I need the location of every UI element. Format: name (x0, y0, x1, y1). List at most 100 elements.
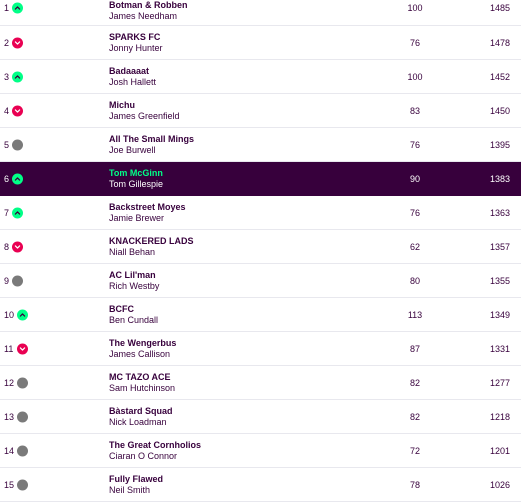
movement-down-icon (12, 105, 23, 116)
table-row[interactable]: 13 Bàstard Squad Nick Loadman 82 1218 (0, 400, 521, 434)
total-points: 1450 (489, 105, 510, 116)
rank: 7 (4, 207, 10, 218)
manager-name: James Needham (109, 11, 178, 21)
team-name[interactable]: Botman & Robben (109, 0, 188, 10)
table-row[interactable]: 1 Botman & Robben James Needham 100 1485 (0, 0, 521, 26)
team-cell[interactable]: All The Small Mings Joe Burwell (109, 134, 194, 156)
movement-same-icon (12, 275, 23, 286)
team-cell[interactable]: Badaaaat Josh Hallett (109, 66, 156, 88)
team-cell[interactable]: SPARKS FC Jonny Hunter (109, 32, 163, 54)
team-name[interactable]: Bàstard Squad (109, 405, 173, 416)
team-cell[interactable]: MC TAZO ACE Sam Hutchinson (109, 372, 175, 394)
gameweek-points: 80 (409, 275, 420, 286)
total-points: 1452 (489, 71, 510, 82)
team-cell[interactable]: AC Lil'man Rich Westby (109, 270, 159, 292)
gameweek-points: 82 (409, 411, 420, 422)
gameweek-points: 113 (407, 309, 423, 320)
rank: 9 (4, 275, 10, 286)
table-row[interactable]: 7 Backstreet Moyes Jamie Brewer 76 1363 (0, 196, 521, 230)
total-points: 1485 (489, 3, 510, 13)
table-row[interactable]: 4 Michu James Greenfield 83 1450 (0, 94, 521, 128)
manager-name: Sam Hutchinson (109, 382, 176, 393)
movement-same-icon (17, 445, 28, 456)
team-name[interactable]: BCFC (109, 303, 134, 314)
movement-up-icon (12, 2, 23, 14)
team-cell[interactable]: KNACKERED LADS Niall Behan (109, 236, 194, 258)
gameweek-points: 82 (409, 377, 420, 388)
table-row[interactable]: 14 The Great Cornholios Ciaran O Connor … (0, 434, 521, 468)
team-cell[interactable]: Michu James Greenfield (109, 100, 180, 122)
team-cell[interactable]: Botman & Robben James Needham (109, 0, 188, 22)
team-name[interactable]: Tom McGinn (109, 167, 163, 178)
gameweek-points: 87 (409, 343, 420, 354)
gameweek-points: 78 (409, 479, 420, 490)
team-name[interactable]: Badaaaat (109, 65, 150, 76)
team-cell[interactable]: The Great Cornholios Ciaran O Connor (109, 440, 201, 462)
movement-same-icon (12, 139, 23, 150)
movement-same-icon (17, 377, 28, 388)
movement-up-icon (17, 309, 28, 320)
gameweek-points: 83 (409, 105, 420, 116)
team-name[interactable]: MC TAZO ACE (109, 371, 171, 382)
table-row[interactable]: 10 BCFC Ben Cundall 113 1349 (0, 298, 521, 332)
team-cell[interactable]: Tom McGinn Tom Gillespie (109, 168, 163, 190)
table-row[interactable]: 8 KNACKERED LADS Niall Behan 62 1357 (0, 230, 521, 264)
team-name[interactable]: SPARKS FC (109, 31, 161, 42)
table-row[interactable]: 5 All The Small Mings Joe Burwell 76 139… (0, 128, 521, 162)
team-name[interactable]: The Great Cornholios (109, 439, 202, 450)
total-points: 1349 (489, 309, 510, 320)
manager-name: Neil Smith (109, 484, 151, 495)
manager-name: Tom Gillespie (109, 178, 164, 189)
table-row[interactable]: 3 Badaaaat Josh Hallett 100 1452 (0, 60, 521, 94)
movement-up-icon (12, 173, 23, 184)
total-points: 1363 (489, 207, 510, 218)
table-row[interactable]: 9 AC Lil'man Rich Westby 80 1355 (0, 264, 521, 298)
table-row[interactable]: 11 The Wengerbus James Callison 87 1331 (0, 332, 521, 366)
team-cell[interactable]: Fully Flawed Neil Smith (109, 474, 163, 496)
movement-same-icon (17, 479, 28, 490)
gameweek-points: 100 (407, 3, 423, 13)
gameweek-points: 72 (409, 445, 420, 456)
rank: 12 (4, 377, 15, 388)
gameweek-points: 76 (409, 139, 420, 150)
gameweek-points: 90 (409, 173, 420, 184)
team-name[interactable]: The Wengerbus (109, 337, 177, 348)
team-name[interactable]: KNACKERED LADS (109, 235, 194, 246)
table-row[interactable]: 12 MC TAZO ACE Sam Hutchinson 82 1277 (0, 366, 521, 400)
manager-name: James Greenfield (109, 110, 180, 121)
team-name[interactable]: Michu (109, 99, 135, 110)
rank: 10 (4, 309, 15, 320)
team-cell[interactable]: Bàstard Squad Nick Loadman (109, 406, 173, 428)
total-points: 1026 (489, 479, 510, 490)
manager-name: Nick Loadman (109, 416, 167, 427)
total-points: 1331 (489, 343, 510, 354)
team-name[interactable]: AC Lil'man (109, 269, 156, 280)
table-row-current-user[interactable]: 6 Tom McGinn Tom Gillespie 90 1383 (0, 162, 521, 196)
movement-down-icon (12, 241, 23, 252)
total-points: 1355 (489, 275, 510, 286)
team-cell[interactable]: BCFC Ben Cundall (109, 304, 158, 326)
movement-same-icon (17, 411, 28, 422)
team-cell[interactable]: Backstreet Moyes Jamie Brewer (109, 202, 186, 224)
manager-name: Jamie Brewer (109, 212, 165, 223)
team-name[interactable]: Backstreet Moyes (109, 201, 186, 212)
gameweek-points: 76 (409, 207, 420, 218)
team-name[interactable]: All The Small Mings (109, 133, 195, 144)
table-row[interactable]: 15 Fully Flawed Neil Smith 78 1026 (0, 468, 521, 502)
rank: 13 (4, 411, 15, 422)
team-name[interactable]: Fully Flawed (109, 473, 164, 484)
movement-up-icon (12, 207, 23, 218)
rank: 8 (4, 241, 10, 252)
total-points: 1357 (489, 241, 510, 252)
gameweek-points: 62 (409, 241, 420, 252)
total-points: 1383 (489, 173, 510, 184)
total-points: 1395 (489, 139, 510, 150)
rank: 11 (4, 343, 14, 354)
manager-name: Rich Westby (109, 280, 160, 291)
table-row[interactable]: 2 SPARKS FC Jonny Hunter 76 1478 (0, 26, 521, 60)
team-cell[interactable]: The Wengerbus James Callison (109, 338, 176, 360)
manager-name: Joe Burwell (109, 144, 156, 155)
total-points: 1218 (489, 411, 510, 422)
gameweek-points: 100 (407, 71, 423, 82)
